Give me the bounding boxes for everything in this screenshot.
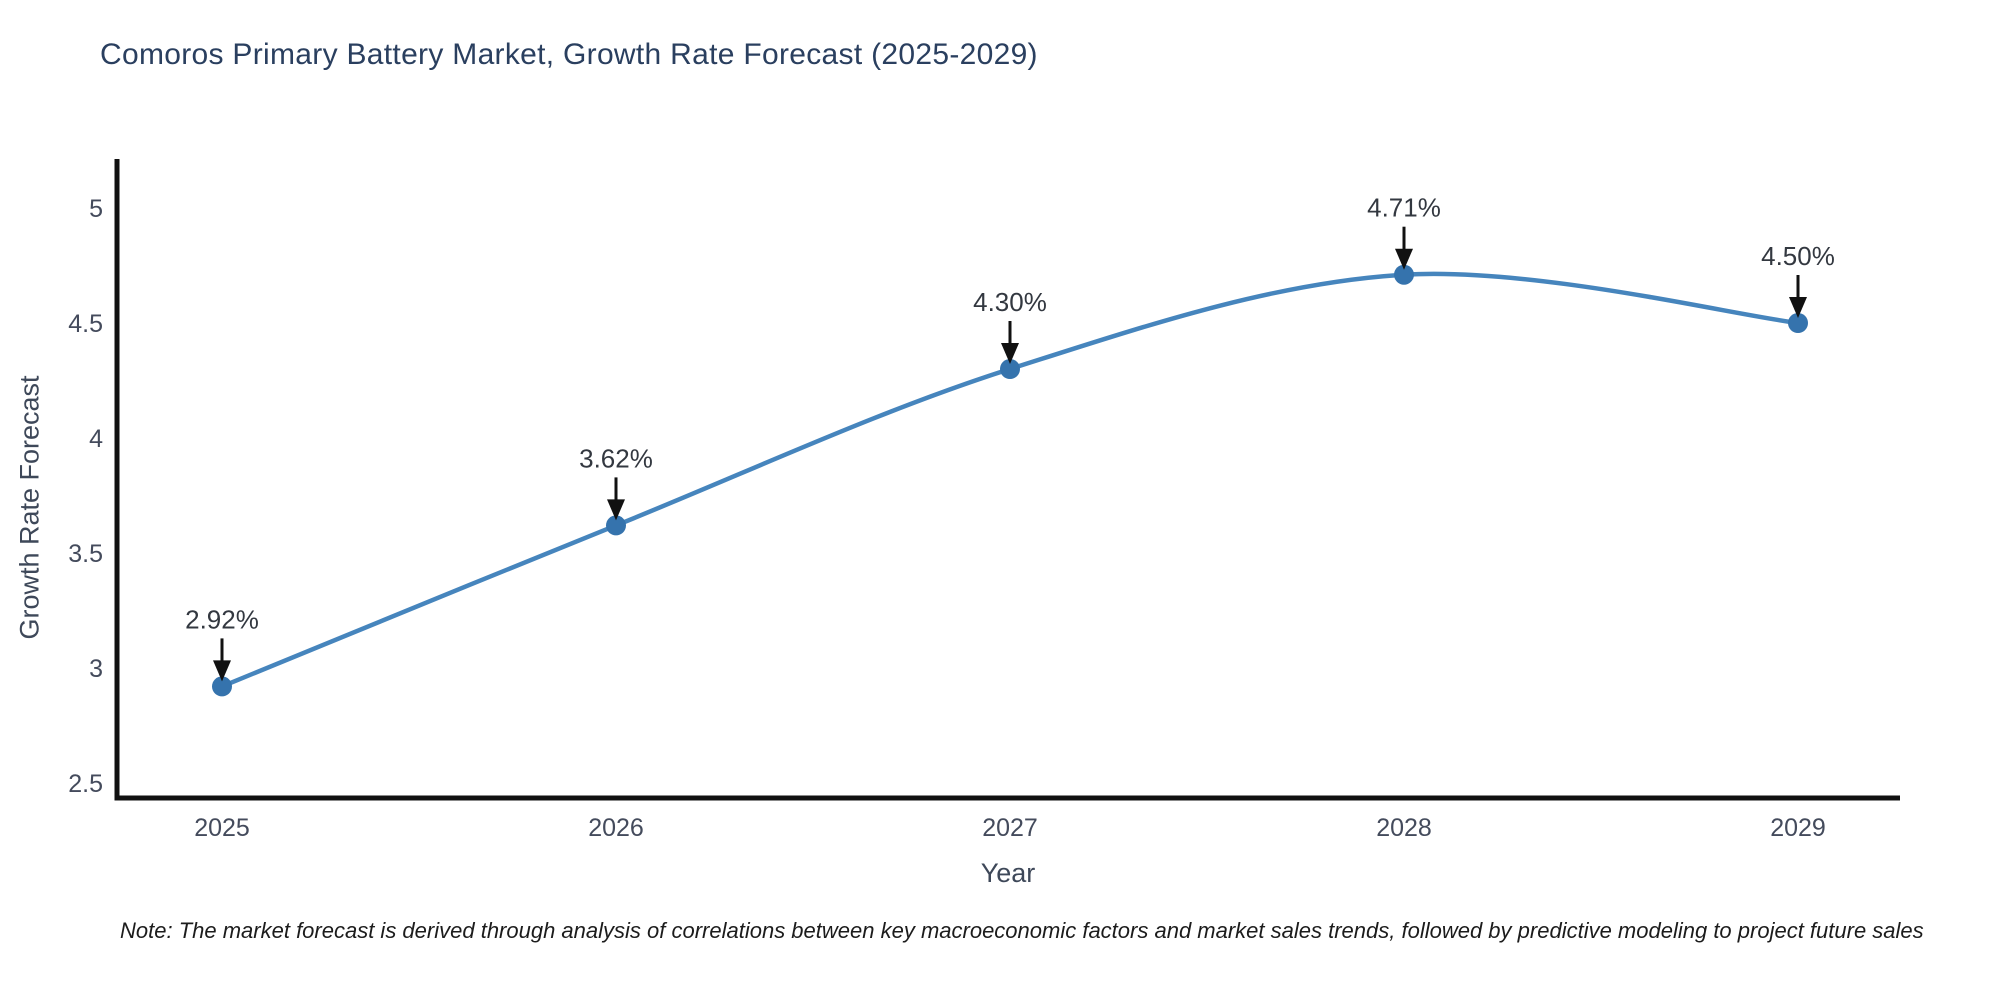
chart-title: Comoros Primary Battery Market, Growth R… [100, 38, 1038, 71]
footnote: Note: The market forecast is derived thr… [120, 918, 1924, 943]
data-point-marker [212, 676, 232, 697]
annotation-arrowhead [1395, 248, 1413, 270]
annotation-arrowhead [1001, 343, 1019, 364]
annotation-arrowhead [1789, 297, 1807, 318]
data-point-marker [606, 515, 626, 536]
annotation-arrowhead [213, 660, 231, 682]
data-point-label: 2.92% [185, 604, 259, 634]
y-tick-label: 3.5 [68, 540, 103, 568]
data-point-label: 4.71% [1367, 193, 1441, 223]
data-point-marker [1788, 313, 1808, 333]
y-tick-label: 4.5 [68, 310, 103, 338]
y-tick-label: 4 [89, 425, 103, 453]
data-point-label: 4.30% [973, 287, 1047, 317]
x-tick-label: 2028 [1376, 814, 1432, 842]
x-tick-label: 2026 [588, 814, 644, 842]
data-point-label: 3.62% [579, 443, 653, 473]
annotation-arrowhead [607, 499, 625, 521]
y-tick-label: 3 [89, 655, 103, 683]
data-point-label: 4.50% [1761, 241, 1835, 271]
x-tick-label: 2029 [1770, 814, 1826, 842]
data-point-marker [1394, 264, 1414, 285]
x-axis-title: Year [980, 858, 1036, 888]
data-point-marker [1000, 359, 1020, 379]
y-tick-label: 5 [89, 195, 103, 223]
y-axis-title: Growth Rate Forecast [14, 375, 45, 640]
x-tick-label: 2025 [194, 814, 250, 842]
y-tick-label: 2.5 [68, 770, 103, 798]
x-tick-label: 2027 [982, 814, 1038, 842]
